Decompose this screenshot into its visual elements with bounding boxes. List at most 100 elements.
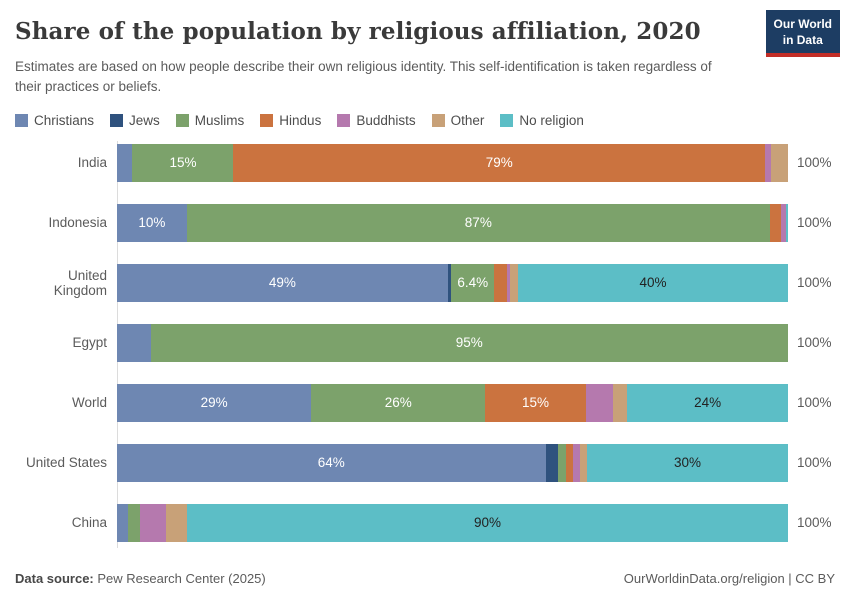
segment-christians[interactable] [117,503,129,542]
segment-value-label: 24% [694,395,722,410]
segment-no-religion[interactable]: 90% [187,503,788,542]
chart-row-united-kingdom: United Kingdom 49% 6.4% 40% 100% [15,263,840,302]
hindus-swatch-icon [260,113,274,127]
legend-label: Christians [34,112,95,128]
legend-item-hindus[interactable]: Hindus [260,113,321,128]
segment-buddhists[interactable] [765,143,771,182]
row-total-label: 100% [797,395,832,410]
legend-item-no-religion[interactable]: No religion [500,113,584,128]
segment-value-label: 49% [268,275,296,290]
legend-label: Muslims [194,112,245,128]
jews-swatch-icon [110,113,124,127]
chart-footer: Data source: Pew Research Center (2025) … [15,571,835,586]
segment-buddhists[interactable] [140,503,167,542]
owid-logo-line2: in Data [782,32,823,47]
data-source-label: Data source: [15,571,94,586]
segment-jews[interactable] [545,443,558,482]
stacked-bar-india: 15% 79% [117,143,789,182]
segment-hindus[interactable]: 15% [485,383,586,422]
chart-row-world: World 29% 26% 15% 24% 100% [15,383,840,422]
chart-area: India 15% 79% 100% Indonesia 10% 87% 100% United… [15,140,840,548]
legend-label: Hindus [279,112,322,128]
segment-value-label: 29% [200,395,228,410]
row-total-label: 100% [797,335,832,350]
chart-row-india: India 15% 79% 100% [15,143,840,182]
segment-other[interactable] [509,263,518,302]
segment-muslims[interactable]: 26% [311,383,486,422]
segment-muslims[interactable]: 95% [150,323,788,362]
segment-no-religion[interactable]: 24% [627,383,788,422]
segment-value-label: 15% [522,395,550,410]
no-religion-swatch-icon [500,113,514,127]
segment-no-religion[interactable]: 30% [587,443,788,482]
segment-value-label: 90% [474,515,502,530]
legend-label: Jews [129,112,160,128]
stacked-bar-united-kingdom: 49% 6.4% 40% [117,263,788,302]
chart-row-china: China 90% 100% [15,503,840,542]
christians-swatch-icon [15,113,28,127]
segment-other[interactable] [612,383,628,422]
segment-jews[interactable] [447,263,452,302]
chart-rows: India 15% 79% 100% Indonesia 10% 87% 100% United… [15,143,840,542]
segment-christians[interactable] [117,323,151,362]
country-label: India [77,155,107,170]
segment-hindus[interactable] [769,203,782,242]
row-total-label: 100% [797,455,832,470]
segment-buddhists[interactable] [506,263,510,302]
legend-item-other[interactable]: Other [431,113,484,128]
segment-value-label: 15% [169,155,197,170]
segment-no-religion[interactable] [785,203,788,242]
stacked-bar-egypt: 95% [117,323,788,362]
legend-item-muslims[interactable]: Muslims [175,112,245,128]
country-label: United States [25,455,107,470]
chart-subtitle: Estimates are based on how people descri… [15,59,712,95]
data-source-value: Pew Research Center (2025) [97,571,266,586]
segment-christians[interactable]: 64% [117,443,546,482]
segment-christians[interactable]: 29% [117,383,312,422]
segment-value-label: 26% [384,395,412,410]
country-label: United Kingdom [53,267,107,298]
legend-item-christians[interactable]: Christians [15,113,94,128]
country-label: Egypt [72,335,107,350]
segment-value-label: 40% [639,275,667,290]
segment-value-label: 10% [138,215,166,230]
muslims-swatch-icon [175,113,189,127]
owid-logo[interactable]: Our World in Data [765,10,840,58]
segment-other[interactable] [166,503,188,542]
segment-muslims[interactable]: 6.4% [451,263,495,302]
segment-no-religion[interactable]: 40% [517,263,788,302]
segment-christians[interactable] [117,143,133,182]
stacked-bar-united-states: 64% 30% [117,443,788,482]
segment-hindus[interactable] [494,263,507,302]
segment-muslims[interactable] [557,443,567,482]
segment-muslims[interactable]: 15% [132,143,234,182]
segment-buddhists[interactable] [585,383,613,422]
row-total-label: 100% [797,515,832,530]
stacked-bar-indonesia: 10% 87% [117,203,788,242]
buddhists-swatch-icon [337,113,351,127]
segment-christians[interactable]: 10% [117,203,187,242]
stacked-bar-world: 29% 26% 15% 24% [117,383,788,422]
segment-other[interactable] [580,443,588,482]
legend: Christians Jews Muslims Hindus Buddhists Othe… [15,113,840,128]
license-note: OurWorldinData.org/religion | CC BY [623,571,835,586]
segment-value-label: 30% [674,455,702,470]
segment-value-label: 6.4% [457,275,489,290]
segment-hindus[interactable] [566,443,574,482]
segment-value-label: 95% [455,335,483,350]
segment-hindus[interactable]: 79% [233,143,766,182]
owid-logo-line1: Our World [773,17,832,31]
legend-item-jews[interactable]: Jews [110,113,160,128]
segment-muslims[interactable] [128,503,141,542]
chart-row-egypt: Egypt 95% 100% [15,323,840,362]
legend-label: Buddhists [356,112,416,128]
other-swatch-icon [431,113,445,127]
segment-buddhists[interactable] [781,203,786,242]
chart-row-united-states: United States 64% 30% 100% [15,443,840,482]
segment-buddhists[interactable] [573,443,581,482]
segment-other[interactable] [770,143,789,182]
legend-item-buddhists[interactable]: Buddhists [337,112,416,128]
segment-christians[interactable]: 49% [117,263,448,302]
segment-muslims[interactable]: 87% [186,203,770,242]
